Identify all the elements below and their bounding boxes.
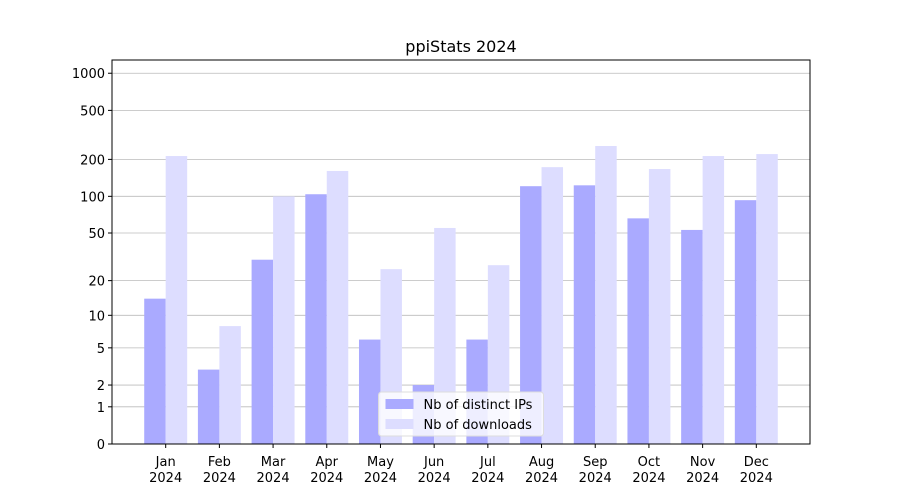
bar: [273, 196, 295, 444]
x-tick-label: Sep 2024: [579, 455, 612, 486]
bar: [144, 298, 166, 444]
x-tick-label: Jan 2024: [149, 455, 182, 486]
y-tick-label: 20: [88, 275, 105, 290]
x-tick-label: Dec 2024: [740, 455, 773, 486]
bar: [595, 145, 617, 444]
bar: [305, 194, 327, 444]
bar: [681, 229, 703, 444]
plot-frame: [111, 59, 811, 445]
bar: [573, 185, 596, 444]
y-tick-label: 100: [80, 190, 105, 205]
bar: [520, 186, 542, 444]
y-tick-label: 500: [80, 104, 105, 119]
x-tick-label: Feb 2024: [203, 455, 236, 486]
bar: [734, 200, 757, 444]
x-tick-label: Jul 2024: [471, 455, 504, 486]
legend-swatch: [385, 419, 414, 429]
bar: [219, 326, 241, 444]
y-tick-label: 10: [88, 309, 105, 324]
y-tick-label: 1000: [72, 67, 105, 82]
bar: [702, 156, 725, 445]
legend-swatch: [385, 399, 414, 409]
y-tick-label: 5: [97, 342, 105, 357]
legend-label: Nb of distinct IPs: [424, 398, 533, 413]
y-tick-label: 50: [88, 227, 105, 242]
bar: [434, 227, 456, 444]
x-tick-label: Aug 2024: [525, 455, 558, 486]
bar: [197, 369, 220, 444]
x-tick-label: Jun 2024: [418, 455, 451, 486]
legend-label: Nb of downloads: [424, 418, 533, 433]
bar: [648, 169, 671, 444]
bar: [627, 218, 649, 444]
bar: [541, 167, 564, 444]
y-tick-label: 1: [97, 401, 105, 416]
x-tick-label: Apr 2024: [310, 455, 343, 486]
x-tick-label: May 2024: [364, 455, 397, 486]
bar: [358, 339, 381, 444]
y-tick-label: 200: [80, 153, 105, 168]
bar: [165, 156, 188, 445]
chart-title: ppiStats 2024: [405, 37, 516, 56]
y-tick-label: 2: [97, 379, 105, 394]
x-tick-label: Nov 2024: [686, 455, 719, 486]
x-tick-label: Oct 2024: [632, 455, 665, 486]
y-tick-label: 0: [97, 438, 105, 453]
bar: [756, 154, 778, 445]
bar: [251, 259, 274, 444]
bar: [326, 170, 349, 444]
legend-box: [378, 391, 544, 437]
x-tick-label: Mar 2024: [257, 455, 290, 486]
